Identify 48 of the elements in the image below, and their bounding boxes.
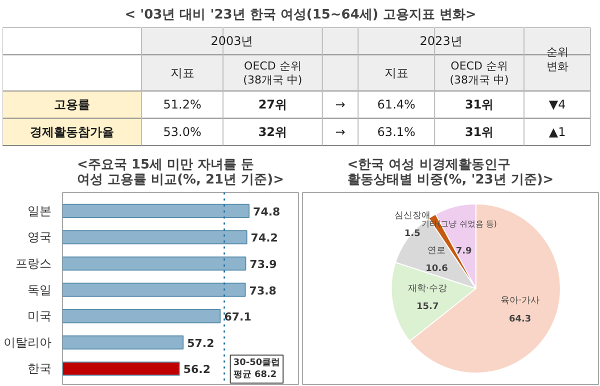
y-tick-label: 프랑스 [16,256,52,271]
data-label: 67.1 [224,310,252,324]
chart-title: <주요국 15세 미만 자녀를 둔 여성 고용률 비교(%, 21년 기준)> [77,158,284,188]
slice-label: 육아·가사 [500,296,540,306]
text: 32위 [258,124,288,139]
text: < '03년 대비 '23년 한국 여성(15~64세) 고용지표 변화> [124,8,476,22]
y-tick-label: 미국 [28,309,52,324]
slice-label: 심신장애 [394,210,430,221]
data-label: 57.2 [187,336,214,350]
ref-line-label: 30-50클럽 평균 68.2 [233,358,280,380]
text: 51.2% [163,98,202,112]
y-tick-label: 일본 [28,204,52,218]
data-label: 56.2 [183,363,211,376]
text: ▼4 [548,98,566,112]
text: OECD 순위 (38개국 中) [243,59,302,86]
text: 2023년 [420,34,462,48]
data-label: 1.5 [404,229,420,240]
y-tick-label: 한국 [28,362,52,376]
data-label: 73.9 [250,258,277,272]
text: 지표 [170,66,194,80]
data-label: 74.8 [253,205,280,218]
text: 27위 [258,98,288,112]
y-tick-label: 이탈리아 [4,335,52,350]
text: 61.4% [377,98,416,112]
slice-label: 재학·수강 [408,284,448,294]
y-tick-label: 독일 [28,282,52,297]
text: OECD 순위 (38개국 中) [450,59,509,86]
data-label: 64.3 [508,314,532,324]
slice-label: 연로 [428,246,446,256]
text: 고용률 [54,98,90,112]
text: 2003년 [210,34,254,48]
text: 31위 [464,98,494,112]
text: 지표 [384,66,408,80]
text: → [335,98,346,112]
data-label: 15.7 [416,302,439,312]
text: 경제활동참가율 [30,124,114,139]
text: 31위 [464,124,494,139]
data-label: 7.9 [456,246,472,256]
text: → [335,124,346,139]
chart-title: <한국 여성 비경제활동인구 활동상태별 비중(%, '23년 기준)> [347,158,554,188]
text: 63.1% [377,124,416,139]
text: ▲1 [548,124,566,139]
text: 53.0% [163,124,202,139]
data-label: 74.2 [250,232,278,245]
y-tick-label: 영국 [28,230,52,244]
text: 순위 변화 [546,46,568,73]
data-label: 10.6 [426,264,448,274]
data-label: 73.8 [249,284,276,298]
